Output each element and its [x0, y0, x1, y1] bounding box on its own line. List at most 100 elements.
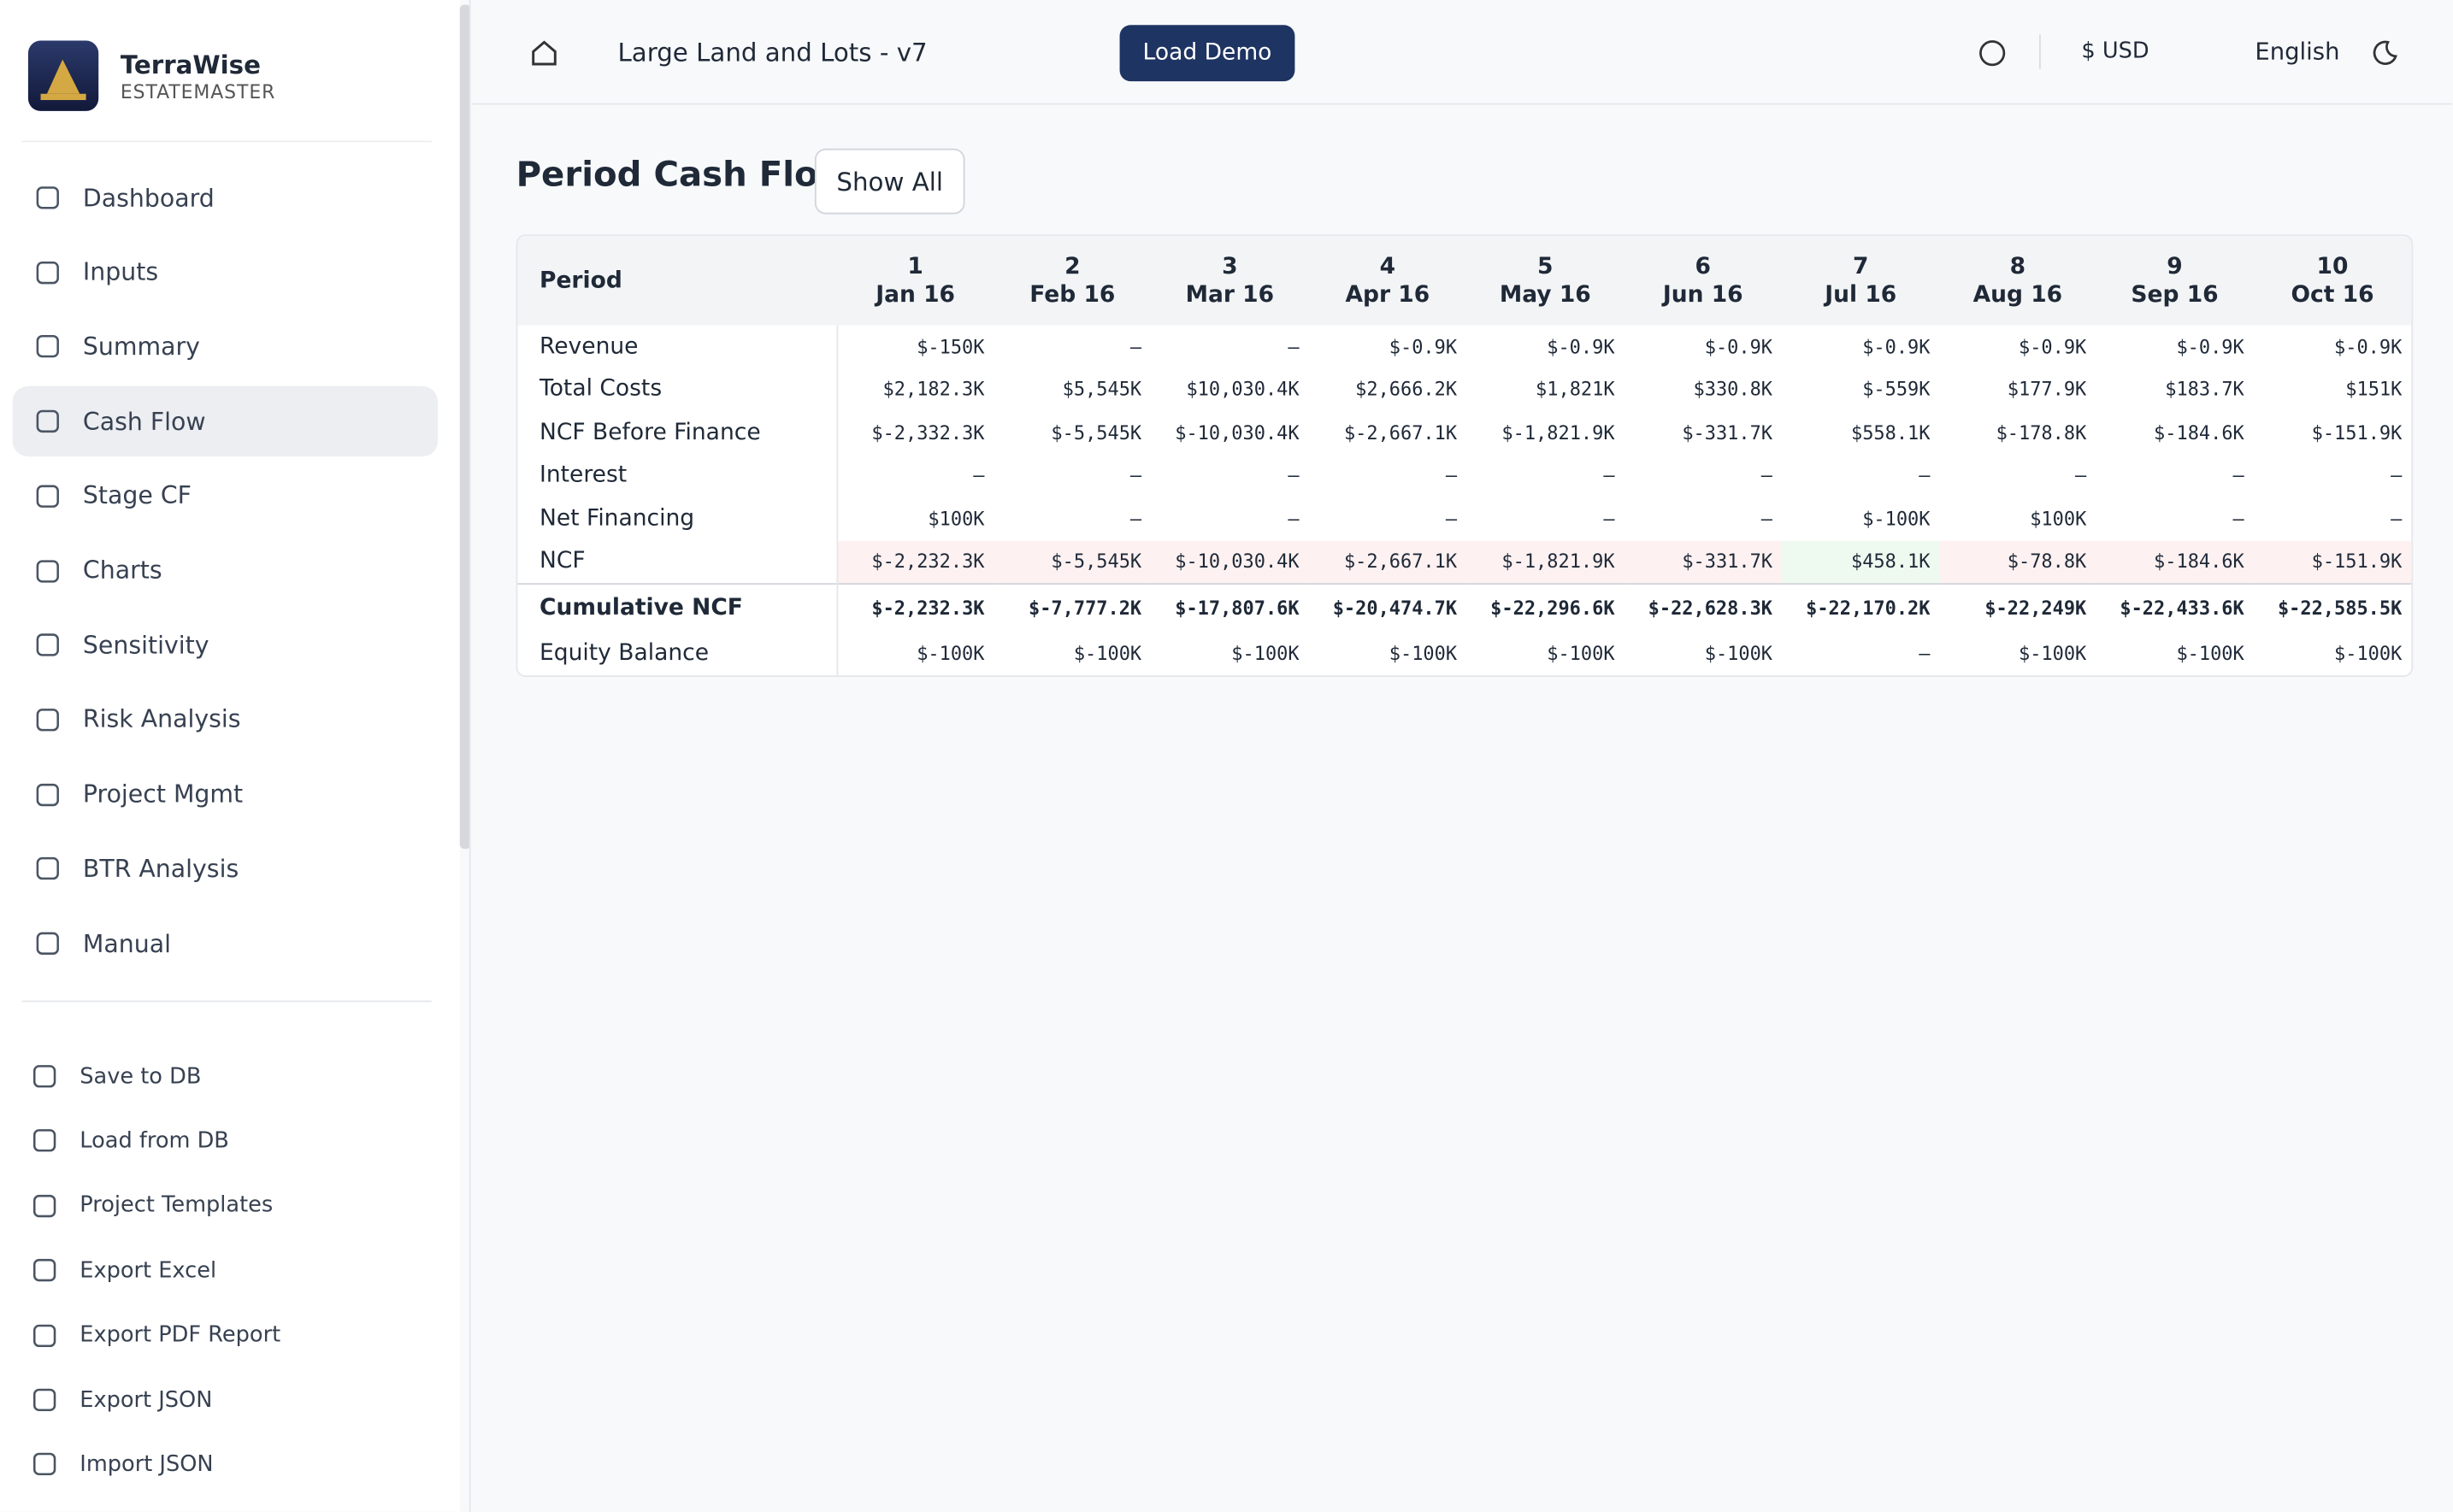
cell: $-100K	[2334, 642, 2403, 664]
nav-label[interactable]: Risk Analysis	[82, 705, 241, 734]
nav-item[interactable]: Cash Flow	[12, 385, 439, 457]
cell: $177.9K	[2007, 379, 2087, 401]
cell: $-10,030.4K	[1151, 539, 1309, 585]
cell: $-0.9K	[1704, 335, 1773, 358]
action-item[interactable]: Load from DB	[32, 1127, 229, 1154]
dark-mode-icon[interactable]	[2371, 39, 2399, 68]
nav-label[interactable]: Sensitivity	[82, 631, 209, 660]
cell: $-5,545K	[1051, 421, 1142, 444]
cell: $-331.7K	[1682, 421, 1773, 444]
action-item[interactable]: Export Excel	[32, 1257, 217, 1284]
action-label[interactable]: Export JSON	[80, 1387, 213, 1413]
cell: $-100K	[2176, 642, 2244, 664]
cell: $-0.9K	[2334, 335, 2403, 358]
action-label[interactable]: Project Templates	[80, 1193, 274, 1219]
nav-label[interactable]: Manual	[82, 929, 171, 958]
action-label[interactable]: Export Excel	[80, 1257, 217, 1284]
column-header: 3 Mar 16	[1151, 236, 1309, 326]
cell: –	[1288, 464, 1300, 487]
cell: $-1,821.9K	[1501, 421, 1615, 444]
header-row: Period 1 Jan 16 2 Feb 16 3 Mar 16 4 Apr 16 5 May 1…	[517, 236, 2412, 326]
cell: –	[973, 464, 985, 487]
period-date: Aug 16	[1972, 282, 2063, 308]
cell: –	[1288, 507, 1300, 530]
nav-item[interactable]: Charts	[13, 535, 438, 605]
row-label: Revenue	[517, 325, 838, 368]
nav-item[interactable]: Project Mgmt	[13, 759, 438, 829]
cell: –	[1445, 464, 1458, 487]
nav-label[interactable]: Stage CF	[82, 481, 192, 510]
nav-item[interactable]: Risk Analysis	[13, 685, 438, 755]
cell: –	[2391, 464, 2403, 487]
cell: $-151.9K	[2253, 539, 2412, 585]
action-label[interactable]: Import JSON	[80, 1451, 214, 1478]
nav-label[interactable]: Project Mgmt	[82, 780, 244, 809]
cell: $-100K	[1231, 642, 1300, 664]
logo	[27, 40, 99, 111]
column-header: 5 May 16	[1466, 236, 1625, 326]
language[interactable]: English	[2255, 37, 2340, 66]
nav-label[interactable]: Summary	[82, 332, 200, 362]
cell: $330.8K	[1693, 379, 1773, 401]
show-all-button[interactable]: Show All	[814, 148, 965, 215]
nav-label[interactable]: Inputs	[82, 258, 159, 287]
cell: –	[2391, 507, 2403, 530]
cell: $-5,545K	[994, 539, 1152, 585]
table-row: Equity Balance $-100K $-100K $-100K $-100K $-…	[517, 631, 2411, 675]
period-date: Jun 16	[1662, 282, 1743, 308]
cell: $-2,232.3K	[836, 539, 994, 585]
cell: $-22,296.6K	[1466, 583, 1625, 632]
load-demo-button[interactable]: Load Demo	[1119, 25, 1295, 82]
cell: $-100K	[1704, 642, 1773, 664]
cell: –	[1760, 507, 1773, 530]
period-date: Sep 16	[2131, 282, 2219, 308]
nav-item[interactable]: Manual	[13, 909, 438, 979]
currency[interactable]: $ USD	[2081, 38, 2149, 64]
action-item[interactable]: Save to DB	[32, 1063, 202, 1090]
action-label[interactable]: Export PDF Report	[80, 1322, 281, 1348]
nav-label[interactable]: Charts	[82, 556, 162, 585]
cell: $-0.9K	[1862, 335, 1931, 358]
theme-icon[interactable]	[1978, 39, 2007, 68]
cell: $-100K	[1073, 642, 1142, 664]
row-label: Cumulative NCF	[517, 583, 838, 632]
cell: $-0.9K	[1547, 335, 1615, 358]
period-date: May 16	[1499, 282, 1591, 308]
table-row: Net Financing $100K – – – – – $-100K $100K – –	[517, 497, 2411, 540]
period-date: Mar 16	[1185, 282, 1275, 308]
cell: $-2,667.1K	[1308, 539, 1467, 585]
nav-label[interactable]: Dashboard	[82, 183, 215, 212]
cell: $-559K	[1862, 379, 1931, 401]
row-label: Net Financing	[517, 497, 838, 540]
cell: $-100K	[1862, 507, 1931, 530]
nav-item[interactable]: BTR Analysis	[13, 833, 438, 903]
nav-label[interactable]: Cash Flow	[82, 407, 206, 436]
period-number: 10	[2316, 254, 2349, 279]
table-row: Interest – – – – – – – – – –	[517, 454, 2411, 497]
period-number: 3	[1222, 254, 1238, 279]
action-label[interactable]: Save to DB	[80, 1063, 202, 1089]
row-label: Total Costs	[517, 368, 838, 412]
action-item[interactable]: Project Templates	[32, 1192, 274, 1219]
cell: –	[1603, 464, 1615, 487]
home-icon[interactable]	[530, 39, 558, 68]
brand-name: TerraWise	[120, 50, 261, 80]
nav-item[interactable]: Sensitivity	[13, 610, 438, 680]
brand-subtitle: ESTATEMASTER	[120, 81, 276, 103]
nav-label[interactable]: BTR Analysis	[82, 855, 239, 884]
action-item[interactable]: Export PDF Report	[32, 1322, 281, 1349]
row-label: Interest	[517, 454, 838, 497]
nav-item[interactable]: Dashboard	[13, 162, 438, 232]
action-item[interactable]: Export JSON	[32, 1386, 213, 1413]
period-date: Oct 16	[2291, 282, 2374, 308]
nav-item[interactable]: Summary	[13, 312, 438, 382]
action-item[interactable]: Import JSON	[32, 1451, 214, 1478]
nav-item[interactable]: Inputs	[13, 237, 438, 307]
cell: $151K	[2345, 379, 2403, 401]
period-number: 2	[1064, 254, 1081, 279]
action-label[interactable]: Load from DB	[80, 1128, 229, 1154]
nav-item[interactable]: Stage CF	[13, 461, 438, 531]
cell: $-0.9K	[2176, 335, 2244, 358]
